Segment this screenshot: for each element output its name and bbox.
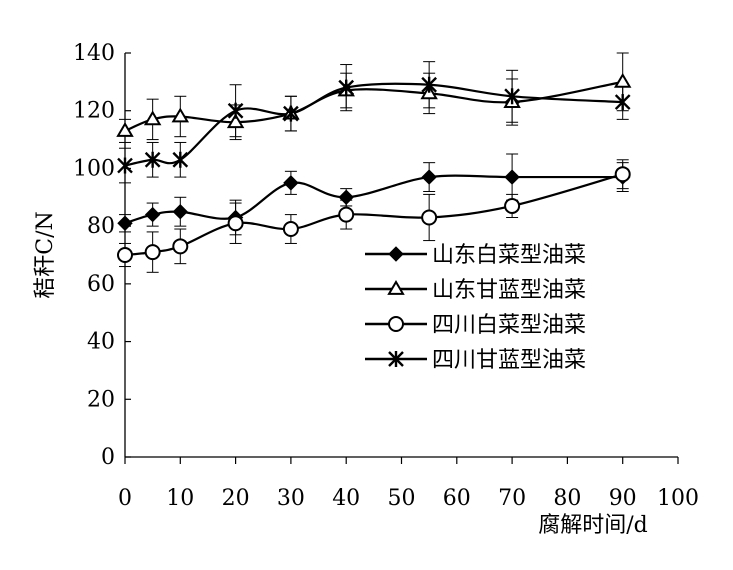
legend-entry: 山东甘蓝型油菜	[365, 278, 586, 303]
data-point-circle	[282, 221, 299, 238]
data-point-star	[283, 105, 299, 122]
series-line-1	[124, 174, 623, 225]
x-tick-label: 0	[118, 486, 132, 511]
legend-entry: 四川白菜型油菜	[365, 313, 586, 338]
legend-label: 山东白菜型油菜	[432, 243, 586, 268]
x-tick-label: 20	[222, 486, 250, 511]
axes: 0 20 40 60 80 100 120 140 0 10 20 30 40 50 60 70 80 90 100	[73, 41, 699, 511]
y-tick-label: 80	[87, 214, 115, 239]
data-point-star	[227, 102, 244, 119]
data-point-diamond	[283, 175, 299, 191]
y-tick-label: 120	[73, 99, 115, 124]
y-tick-label: 20	[87, 387, 115, 412]
data-point-diamond	[117, 215, 133, 231]
x-tick-label: 80	[553, 486, 581, 511]
data-point-star	[117, 157, 133, 174]
legend-marker-circle	[388, 316, 404, 332]
x-tick-label: 10	[166, 486, 194, 511]
data-point-circle	[144, 244, 161, 261]
legend-entry: 山东白菜型油菜	[365, 243, 586, 268]
legend-label: 山东甘蓝型油菜	[432, 278, 586, 303]
data-point-star	[172, 151, 189, 168]
legend-entry: 四川甘蓝型油菜	[365, 348, 586, 373]
series-line-2	[124, 80, 623, 132]
data-point-star	[504, 88, 520, 105]
data-point-triangle	[613, 72, 632, 88]
legend-marker-triangle	[387, 280, 405, 295]
x-tick-label: 50	[388, 486, 416, 511]
data-point-diamond	[421, 169, 437, 185]
data-point-diamond	[172, 204, 189, 220]
x-tick-label: 30	[277, 486, 305, 511]
series-line-4	[124, 82, 623, 167]
data-point-circle	[227, 215, 244, 232]
y-tick-label: 60	[87, 272, 115, 297]
data-point-triangle	[143, 110, 162, 126]
legend-label: 四川白菜型油菜	[432, 313, 586, 338]
data-point-circle	[172, 238, 189, 255]
y-tick-label: 100	[73, 156, 115, 181]
data-point-circle	[614, 166, 631, 183]
data-point-diamond	[504, 169, 520, 185]
data-point-circle	[117, 247, 133, 263]
x-tick-label: 60	[443, 486, 471, 511]
y-axis-label: 秸秆C/N	[33, 211, 58, 299]
data-point-diamond	[338, 189, 354, 205]
x-tick-label: 70	[498, 486, 526, 511]
data-point-circle	[504, 197, 521, 214]
legend-label: 四川甘蓝型油菜	[432, 348, 586, 373]
data-point-star	[144, 151, 161, 168]
legend-marker-diamond	[388, 246, 404, 262]
series-lines	[124, 80, 624, 257]
y-tick-label: 40	[87, 330, 115, 355]
x-tick-label: 90	[609, 486, 637, 511]
data-point-triangle	[116, 121, 134, 137]
data-point-triangle	[226, 113, 245, 129]
data-point-star	[421, 76, 437, 93]
x-tick-label: 100	[657, 486, 699, 511]
legend-marker-star	[388, 351, 404, 367]
data-point-triangle	[171, 107, 190, 123]
data-point-star	[338, 79, 355, 96]
data-point-diamond	[144, 206, 161, 223]
y-tick-label: 0	[101, 445, 115, 470]
data-point-star	[614, 94, 631, 111]
x-axis-label: 腐解时间/d	[538, 513, 648, 538]
series-markers	[116, 72, 632, 263]
x-tick-label: 40	[332, 486, 360, 511]
data-point-circle	[421, 209, 438, 226]
y-tick-label: 140	[73, 41, 115, 66]
data-point-circle	[338, 206, 355, 223]
